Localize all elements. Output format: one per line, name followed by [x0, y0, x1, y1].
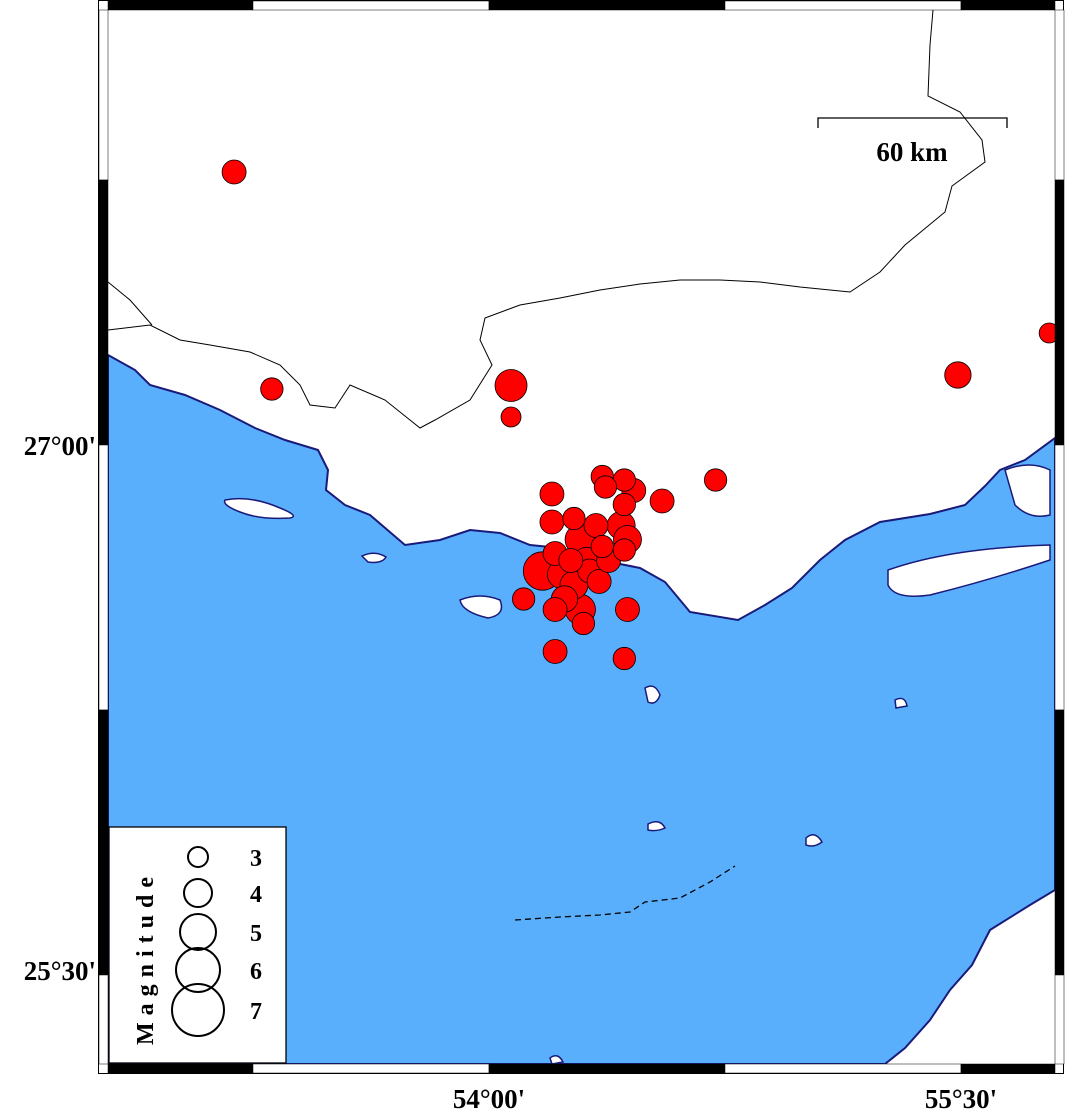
frame-bar: [1054, 709, 1065, 976]
earthquake-event: [571, 611, 596, 636]
magnitude-legend: Magnitude 3 4 5 6 7: [108, 826, 287, 1064]
frame-bar: [98, 974, 109, 1065]
earthquake-event: [221, 159, 247, 185]
earthquake-event: [944, 361, 972, 389]
earthquake-event: [612, 646, 636, 671]
earthquake-event: [586, 569, 612, 594]
legend-label: 7: [250, 999, 262, 1025]
earthquake-event: [500, 406, 522, 428]
earthquake-event: [494, 369, 528, 402]
legend-symbol: [171, 983, 225, 1037]
frame-bar: [252, 1063, 490, 1074]
lat-label: 27°00': [24, 431, 96, 461]
legend-title: Magnitude: [133, 870, 159, 1045]
earthquake-event: [539, 481, 565, 507]
scale-bar: 60 km: [817, 117, 1008, 167]
earthquake-event: [593, 475, 618, 499]
earthquake-event: [542, 639, 568, 664]
frame-bar: [98, 444, 109, 711]
legend-symbol: [179, 913, 217, 951]
earthquake-event: [260, 377, 284, 401]
legend-symbol: [183, 878, 213, 908]
earthquake-event: [539, 509, 565, 535]
frame-bar: [960, 0, 1056, 11]
political-border: [108, 281, 153, 326]
earthquake-event: [590, 534, 614, 559]
earthquake-event: [703, 468, 728, 492]
legend-label: 6: [250, 959, 262, 985]
legend-symbol: [175, 947, 221, 993]
earthquake-event: [512, 587, 536, 611]
events-layer: [221, 159, 1055, 671]
frame-bar: [1054, 179, 1065, 446]
frame-bar: [488, 1063, 726, 1074]
frame-bar: [98, 9, 109, 181]
political-border: [108, 10, 986, 429]
frame-bar: [107, 1063, 254, 1074]
sea-area: [108, 353, 1055, 1064]
frame-bar: [724, 0, 962, 11]
scale-bar-label: 60 km: [876, 137, 948, 167]
earthquake-event: [562, 506, 586, 531]
islands: [223, 464, 1051, 1064]
legend-label: 5: [250, 921, 262, 947]
graticule-frame-bars: [98, 0, 1065, 1074]
earthquake-event: [558, 548, 584, 573]
frame-bar: [960, 1063, 1056, 1074]
lon-label: 54°00': [453, 1084, 525, 1112]
lat-label: 25°30': [24, 956, 96, 986]
frame-bar: [98, 179, 109, 446]
earthquake-event: [649, 488, 675, 514]
frame-bar: [724, 1063, 962, 1074]
lon-label: 55°30': [925, 1084, 997, 1112]
frame-bar: [107, 0, 254, 11]
legend-label: 3: [250, 846, 262, 872]
legend-symbol: [187, 846, 209, 868]
earthquake-event: [583, 513, 609, 538]
frame-bar: [1054, 974, 1065, 1065]
legend-label: 4: [250, 882, 262, 908]
frame-bar: [98, 709, 109, 976]
earthquake-event: [542, 597, 568, 622]
frame-bar: [252, 0, 490, 11]
frame-bar: [1054, 9, 1065, 181]
earthquake-event: [612, 492, 636, 517]
earthquake-event: [1038, 322, 1055, 344]
earthquake-event: [612, 538, 636, 562]
maritime-boundary: [514, 865, 736, 921]
earthquake-event: [615, 597, 640, 622]
frame-bar: [488, 0, 726, 11]
frame-bar: [1054, 444, 1065, 711]
